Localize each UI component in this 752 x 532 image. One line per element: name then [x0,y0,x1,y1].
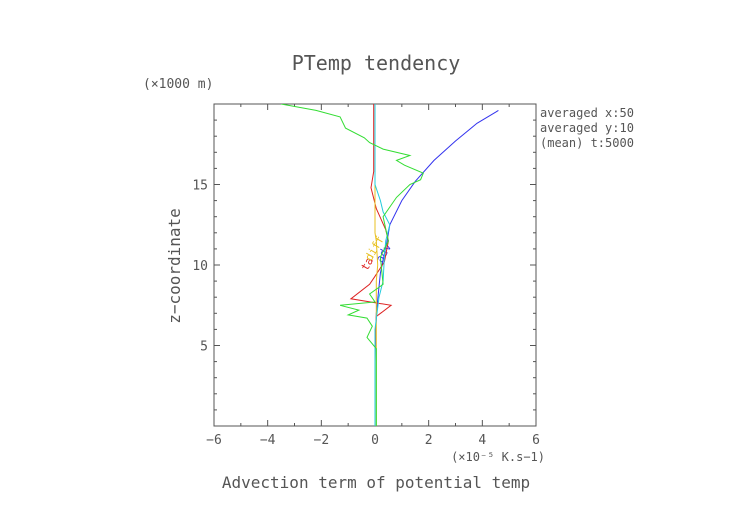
x-axis-label: Advection term of potential temp [222,473,530,492]
info-line: (mean) t:5000 [540,136,634,150]
x-unit-label: (×10⁻⁵ K.s−1) [451,450,545,464]
axes: −6 −4 −2 0 2 4 6 5 10 15 [192,103,540,448]
x-tick-label: 6 [532,433,540,448]
y-axis-label: z−coordinate [165,208,184,324]
info-line: averaged x:50 [540,106,634,120]
chart-title: PTemp tendency [292,51,461,75]
y-unit-label: (×1000 m) [143,77,213,92]
x-tick-label: −6 [206,433,222,448]
series-line-total [281,104,424,426]
info-line: averaged y:10 [540,121,634,135]
y-tick-label: 5 [200,340,208,355]
series-line-diff [374,104,379,426]
series-label-ta: ta [358,255,376,273]
x-tick-label: −4 [260,433,276,448]
series-line-adv [374,109,499,426]
series-line-cyan [374,104,391,426]
x-tick-label: −2 [314,433,330,448]
y-tick-label: 10 [192,259,208,274]
x-tick-label: 0 [371,433,379,448]
y-tick-label: 15 [192,179,208,194]
x-tick-label: 2 [425,433,433,448]
x-tick-label: 4 [478,433,486,448]
